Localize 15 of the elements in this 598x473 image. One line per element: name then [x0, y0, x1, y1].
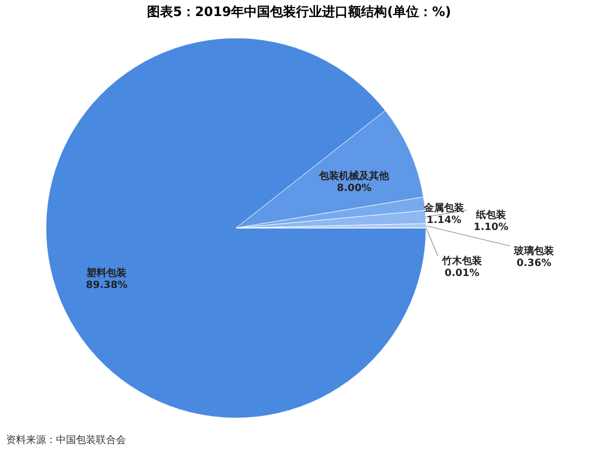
data-label: 0.36%: [516, 258, 552, 269]
slice-label: 竹木包装: [441, 255, 483, 267]
text: 资料来源：中国包装联合会: [6, 434, 126, 446]
pie-slice: [236, 110, 424, 228]
slice-label: 金属包装: [423, 202, 465, 214]
slice-label: 包装机械及其他: [318, 170, 390, 182]
data-label: 89.38%: [86, 280, 128, 291]
slice-label: 玻璃包装: [513, 245, 555, 257]
data-label: 1.14%: [426, 215, 462, 226]
slice-label: 塑料包装: [86, 266, 128, 279]
data-label: 8.00%: [336, 182, 372, 194]
data-label: 0.01%: [444, 268, 480, 279]
chart-title: 图表5：2019年中国包装行业进口额结构(单位：%): [146, 4, 452, 20]
slice-label: 纸包装: [475, 209, 507, 221]
data-label: 1.10%: [474, 222, 508, 233]
